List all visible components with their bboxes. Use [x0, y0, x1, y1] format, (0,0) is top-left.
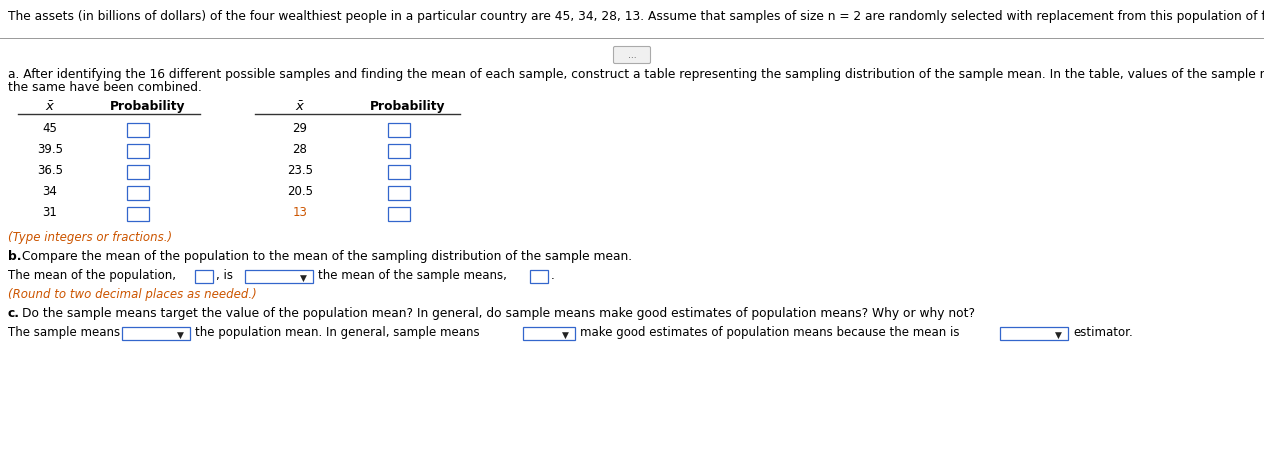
Text: the same have been combined.: the same have been combined. [8, 81, 202, 94]
Text: ▼: ▼ [561, 331, 569, 340]
FancyBboxPatch shape [388, 207, 410, 221]
Text: 13: 13 [292, 206, 307, 219]
FancyBboxPatch shape [523, 327, 575, 340]
FancyBboxPatch shape [123, 327, 190, 340]
Text: 39.5: 39.5 [37, 143, 63, 156]
Text: 29: 29 [292, 122, 307, 135]
FancyBboxPatch shape [613, 47, 651, 64]
FancyBboxPatch shape [126, 144, 149, 158]
Text: b.: b. [8, 250, 21, 263]
Text: 36.5: 36.5 [37, 164, 63, 177]
FancyBboxPatch shape [1000, 327, 1068, 340]
FancyBboxPatch shape [388, 186, 410, 200]
FancyBboxPatch shape [195, 270, 214, 283]
Text: ▼: ▼ [1054, 331, 1062, 340]
FancyBboxPatch shape [388, 144, 410, 158]
Text: Do the sample means target the value of the population mean? In general, do samp: Do the sample means target the value of … [21, 307, 975, 320]
Text: .: . [551, 269, 555, 282]
FancyBboxPatch shape [126, 186, 149, 200]
Text: Probability: Probability [370, 100, 446, 113]
Text: The sample means: The sample means [8, 326, 120, 339]
Text: Compare the mean of the population to the mean of the sampling distribution of t: Compare the mean of the population to th… [21, 250, 632, 263]
Text: ▼: ▼ [300, 274, 306, 283]
Text: make good estimates of population means because the mean is: make good estimates of population means … [580, 326, 959, 339]
Text: c.: c. [8, 307, 20, 320]
Text: (Round to two decimal places as needed.): (Round to two decimal places as needed.) [8, 288, 257, 301]
Text: (Type integers or fractions.): (Type integers or fractions.) [8, 231, 172, 244]
FancyBboxPatch shape [126, 165, 149, 179]
Text: the population mean. In general, sample means: the population mean. In general, sample … [195, 326, 479, 339]
Text: estimator.: estimator. [1073, 326, 1133, 339]
Text: the mean of the sample means,: the mean of the sample means, [319, 269, 507, 282]
Text: $\bar{x}$: $\bar{x}$ [44, 100, 56, 114]
FancyBboxPatch shape [126, 123, 149, 137]
Text: , is: , is [216, 269, 233, 282]
FancyBboxPatch shape [388, 165, 410, 179]
Text: The assets (in billions of dollars) of the four wealthiest people in a particula: The assets (in billions of dollars) of t… [8, 10, 1264, 23]
Text: $\bar{x}$: $\bar{x}$ [295, 100, 305, 114]
Text: 20.5: 20.5 [287, 185, 313, 198]
FancyBboxPatch shape [126, 207, 149, 221]
Text: 28: 28 [292, 143, 307, 156]
Text: ▼: ▼ [177, 331, 183, 340]
Text: 23.5: 23.5 [287, 164, 313, 177]
Text: The mean of the population,: The mean of the population, [8, 269, 176, 282]
Text: a. After identifying the 16 different possible samples and finding the mean of e: a. After identifying the 16 different po… [8, 68, 1264, 81]
Text: 31: 31 [43, 206, 57, 219]
Text: 45: 45 [43, 122, 57, 135]
Text: 34: 34 [43, 185, 57, 198]
FancyBboxPatch shape [530, 270, 549, 283]
FancyBboxPatch shape [245, 270, 313, 283]
Text: Probability: Probability [110, 100, 186, 113]
FancyBboxPatch shape [388, 123, 410, 137]
Text: ...: ... [628, 51, 636, 60]
